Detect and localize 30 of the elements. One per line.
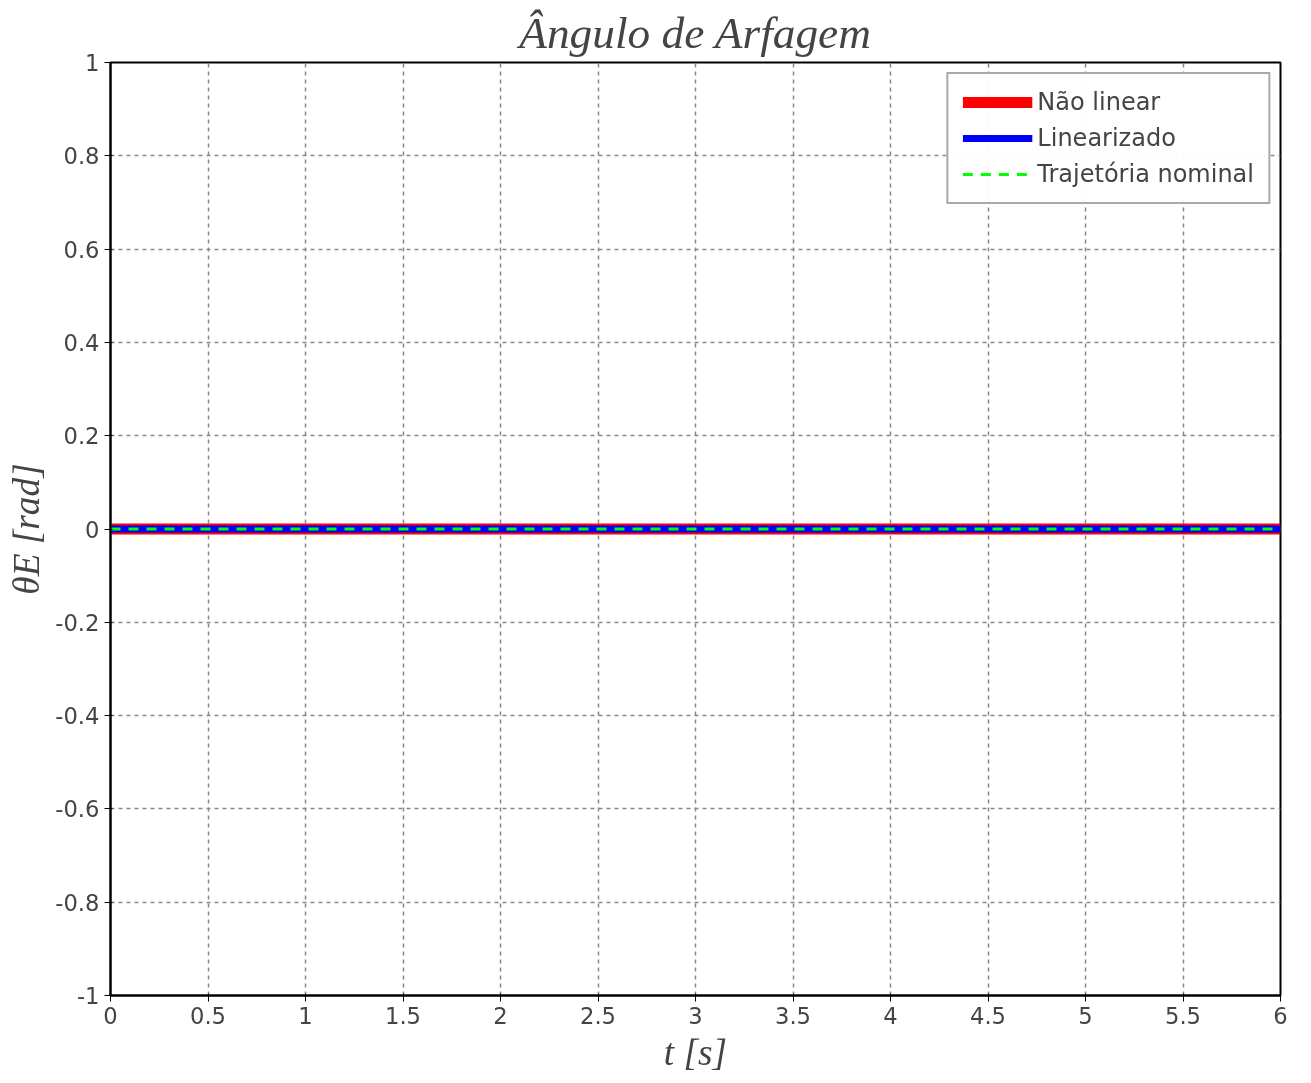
x-tick-label: 0.5 <box>189 1002 227 1029</box>
x-tick-label: 2.5 <box>579 1002 617 1029</box>
y-tick-label: 0 <box>85 516 100 543</box>
y-tick-label: -0.8 <box>55 889 100 916</box>
legend-label: Não linear <box>1037 88 1161 116</box>
y-tick-label: -0.2 <box>55 609 100 636</box>
y-tick-label: 0.4 <box>63 329 100 356</box>
x-tick-label: 1.5 <box>384 1002 422 1029</box>
y-tick-label: -0.4 <box>55 703 100 730</box>
y-tick-label: 0.6 <box>63 236 100 263</box>
x-tick-label: 4.5 <box>969 1002 1007 1029</box>
y-tick-label: -0.6 <box>55 796 100 823</box>
x-tick-label: 0 <box>103 1002 118 1029</box>
x-tick-label: 3 <box>688 1002 703 1029</box>
x-tick-label: 5.5 <box>1164 1002 1202 1029</box>
x-tick-label: 6 <box>1273 1002 1288 1029</box>
x-tick-label: 2 <box>493 1002 508 1029</box>
y-tick-label: 0.2 <box>63 423 100 450</box>
y-tick-label: -1 <box>76 983 100 1009</box>
x-tick-label: 4 <box>883 1002 898 1029</box>
y-axis-title: θE [rad] <box>6 463 48 595</box>
legend-label: Linearizado <box>1037 124 1176 152</box>
legend-label: Trajetória nominal <box>1037 160 1254 188</box>
chart-title: Ângulo de Arfagem <box>516 7 871 58</box>
x-tick-label: 3.5 <box>774 1002 812 1029</box>
x-tick-label: 5 <box>1078 1002 1093 1029</box>
y-tick-label: 0.8 <box>63 143 100 170</box>
x-tick-label: 1 <box>298 1002 313 1029</box>
x-axis-title: t [s] <box>663 1031 728 1073</box>
y-tick-label: 1 <box>85 50 100 76</box>
